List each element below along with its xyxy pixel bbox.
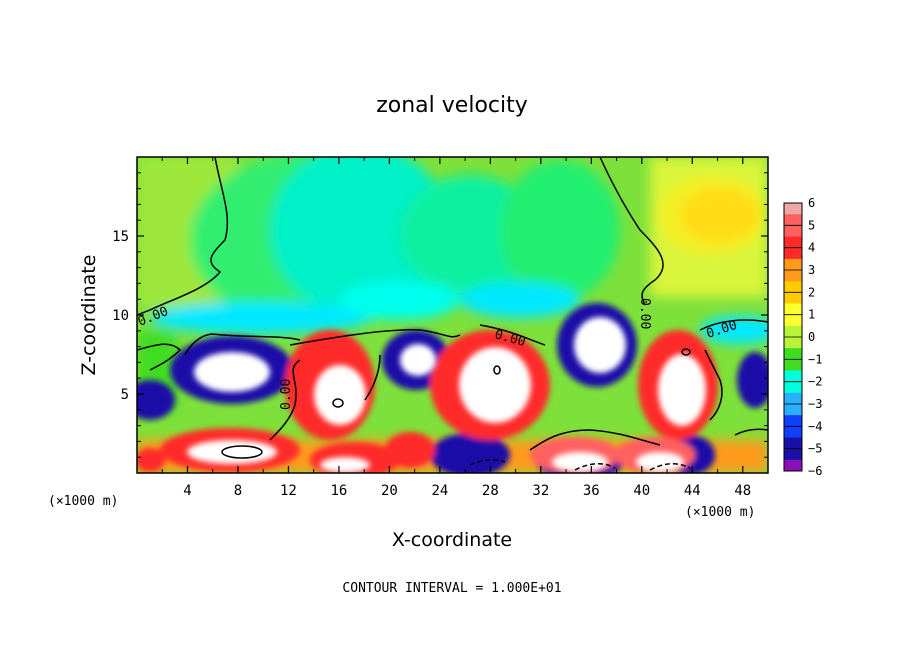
colorbar: 6 5 4 3 2 1 0 −1 −2 −3 −4 −5 −6	[783, 196, 822, 478]
y-tick-label: 10	[112, 308, 129, 324]
y-axis: 5 10 15	[112, 172, 768, 458]
colorbar-swatch	[784, 236, 802, 249]
colorbar-swatch	[784, 303, 802, 316]
colorbar-swatch	[784, 214, 802, 226]
colorbar-swatch	[784, 314, 802, 327]
heatmap-field	[137, 157, 768, 473]
contour-label: 0.00	[637, 298, 652, 329]
colorbar-swatch	[784, 337, 802, 349]
x-tick-label: 36	[583, 483, 600, 499]
x-tick-label: 8	[234, 483, 242, 499]
x-axis-label: X-coordinate	[392, 529, 512, 551]
colorbar-tick-label: 3	[808, 263, 815, 277]
colorbar-tick-label: −6	[808, 464, 822, 478]
x-tick-label: 12	[280, 483, 297, 499]
colorbar-swatch	[784, 325, 802, 338]
colorbar-tick-label: −1	[808, 352, 822, 366]
colorbar-swatch	[784, 381, 802, 394]
colorbar-swatch	[784, 281, 802, 293]
colorbar-tick-label: 4	[808, 241, 815, 255]
colorbar-tick-label: 6	[808, 196, 815, 210]
x-tick-label: 44	[684, 483, 701, 499]
colorbar-swatch	[784, 404, 802, 416]
contour-lines	[137, 157, 768, 471]
colorbar-tick-label: −2	[808, 375, 822, 389]
contour-label: 0.00	[279, 379, 294, 410]
x-tick-label: 48	[734, 483, 751, 499]
x-tick-label: 20	[381, 483, 398, 499]
chart-title: zonal velocity	[376, 93, 528, 118]
colorbar-swatch	[784, 459, 802, 472]
colorbar-tick-label: 5	[808, 218, 815, 232]
colorbar-swatch	[784, 448, 802, 461]
colorbar-swatch	[784, 359, 802, 371]
x-tick-label: 16	[330, 483, 347, 499]
x-tick-label: 32	[532, 483, 549, 499]
colorbar-swatch	[784, 225, 802, 237]
y-axis-label: Z-coordinate	[78, 255, 100, 376]
colorbar-swatch	[784, 247, 802, 260]
x-scale-note-right: (×1000 m)	[685, 505, 755, 520]
colorbar-swatch	[784, 415, 802, 427]
x-scale-note-left: (×1000 m)	[48, 494, 118, 509]
colorbar-tick-label: −4	[808, 419, 822, 433]
colorbar-swatch	[784, 203, 802, 215]
x-tick-label: 40	[633, 483, 650, 499]
contour-interval-note: CONTOUR INTERVAL = 1.000E+01	[342, 581, 561, 596]
colorbar-tick-label: 2	[808, 285, 815, 299]
colorbar-tick-label: 0	[808, 330, 815, 344]
colorbar-tick-label: −3	[808, 397, 822, 411]
colorbar-swatch	[784, 270, 802, 282]
colorbar-swatch	[784, 426, 802, 438]
colorbar-swatch	[784, 258, 802, 271]
x-tick-label: 4	[183, 483, 191, 499]
x-tick-label: 28	[482, 483, 499, 499]
y-tick-label: 5	[121, 387, 129, 403]
colorbar-tick-label: −5	[808, 442, 822, 456]
colorbar-swatch	[784, 348, 802, 360]
x-tick-label: 24	[431, 483, 448, 499]
y-tick-label: 15	[112, 229, 129, 245]
colorbar-swatch	[784, 437, 802, 450]
x-axis: 4 8 12 16 20 24 28 32 36 40 44 48	[161, 157, 751, 499]
colorbar-swatch	[784, 370, 802, 383]
colorbar-swatch	[784, 392, 802, 405]
colorbar-tick-label: 1	[808, 308, 815, 322]
colorbar-swatch	[784, 292, 802, 304]
